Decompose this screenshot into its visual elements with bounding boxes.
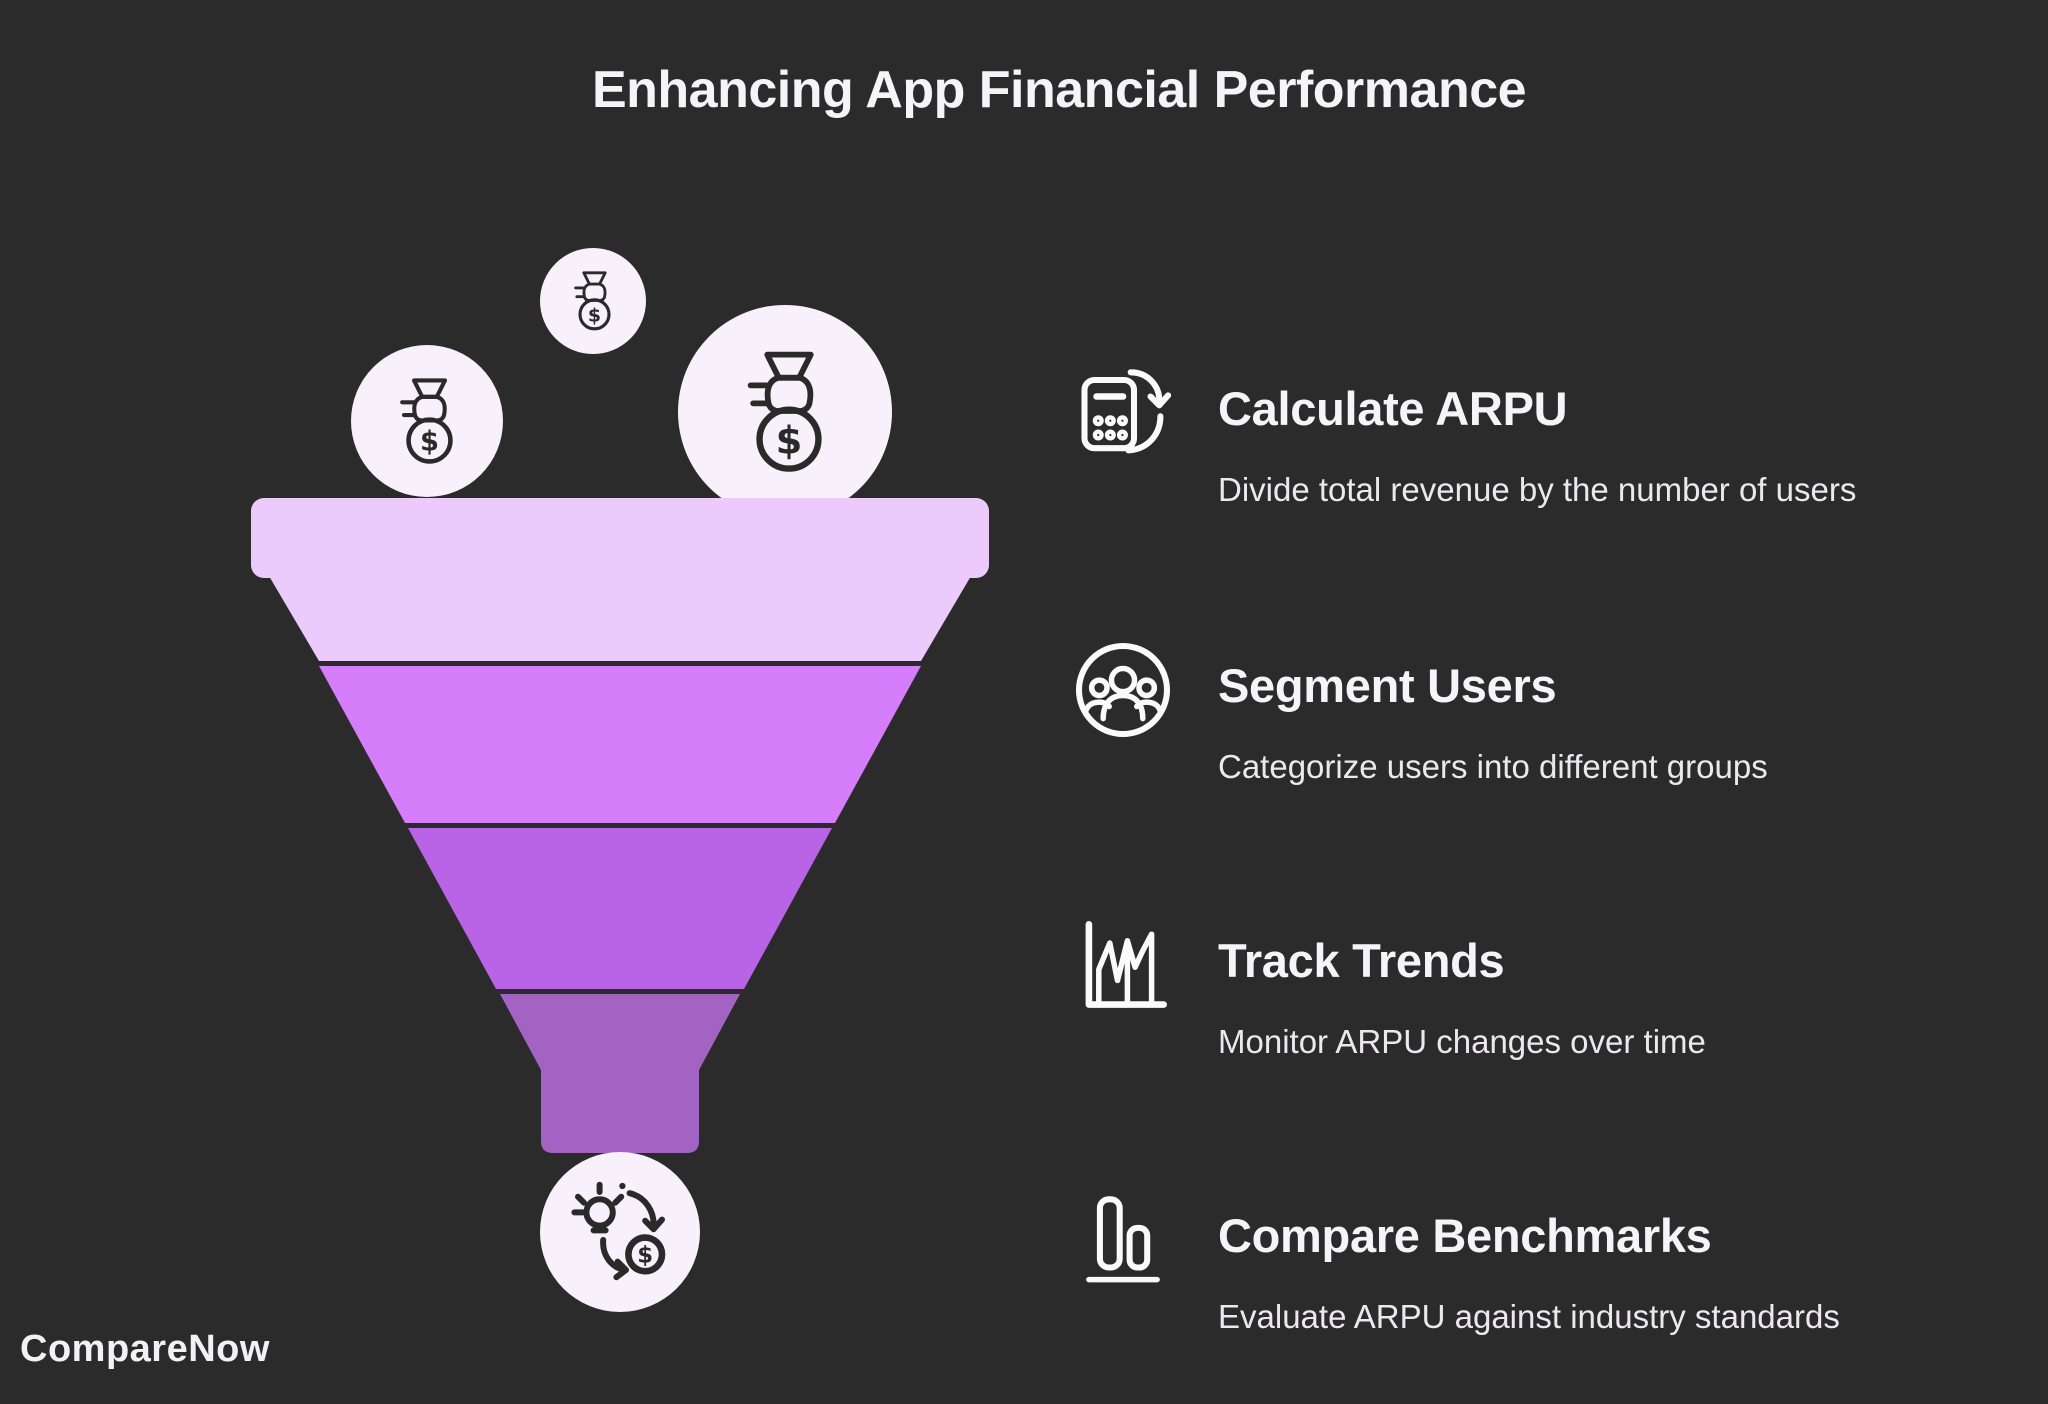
funnel-layer-3 — [408, 828, 832, 989]
step-calculate-arpu: Calculate ARPU Divide total revenue by t… — [1068, 358, 1988, 588]
step-description: Divide total revenue by the number of us… — [1218, 471, 1857, 508]
step-title: Compare Benchmarks — [1218, 1209, 1712, 1262]
output-bubble-circle — [540, 1152, 700, 1312]
step-description: Evaluate ARPU against industry standards — [1218, 1298, 1840, 1335]
step-description: Categorize users into different groups — [1218, 748, 1768, 785]
funnel-layer-4 — [500, 994, 740, 1153]
funnel-layer-2 — [319, 666, 921, 823]
calculator-refresh-icon — [1068, 358, 1178, 468]
step-title: Track Trends — [1218, 934, 1505, 987]
money-bubble-large — [678, 305, 892, 519]
step-compare-benchmarks: Compare Benchmarks Evaluate ARPU against… — [1068, 1185, 1988, 1404]
brand-logo: CompareNow — [20, 1328, 270, 1370]
funnel-layer-1 — [251, 498, 989, 661]
step-segment-users: Segment Users Categorize users into diff… — [1068, 635, 1988, 865]
money-bubble-small — [540, 248, 646, 354]
output-bubble — [540, 1152, 700, 1312]
line-chart-icon — [1068, 910, 1178, 1020]
money-bag-icon — [574, 271, 611, 331]
page-title: Enhancing App Financial Performance — [591, 61, 1527, 119]
money-bubbles — [351, 248, 892, 519]
step-description: Monitor ARPU changes over time — [1218, 1023, 1706, 1060]
idea-to-money-icon — [574, 1183, 662, 1277]
money-bag-icon — [751, 355, 819, 469]
step-title: Calculate ARPU — [1218, 382, 1568, 435]
money-bubble-medium — [351, 345, 503, 497]
user-group-icon — [1068, 635, 1178, 745]
funnel — [251, 498, 989, 1153]
step-title: Segment Users — [1218, 659, 1557, 712]
money-bag-icon — [402, 380, 450, 461]
step-track-trends: Track Trends Monitor ARPU changes over t… — [1068, 910, 1988, 1140]
bar-chart-icon — [1068, 1185, 1178, 1295]
